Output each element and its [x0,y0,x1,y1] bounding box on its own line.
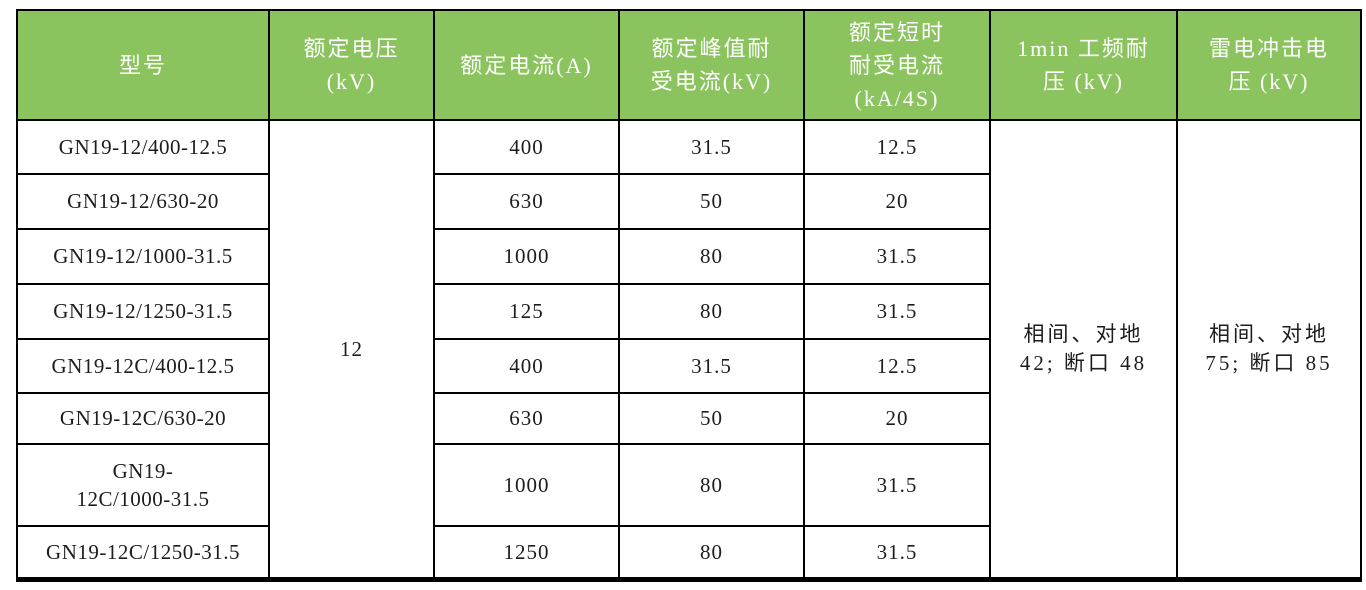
model-cell: GN19-12/1250-31.5 [16,283,270,340]
header-row: 型号 额定电压 (kV) 额定电流(A) 额定峰值耐 受电流(kV) 额定短时 … [16,9,1362,121]
table-row: GN19-12/630-20 630 50 20 [16,173,1361,230]
current-cell: 1000 [433,443,620,527]
header-lightning-impulse: 雷电冲击电 压 (kV) [1176,9,1362,121]
model-cell: GN19-12C/630-20 [16,392,270,445]
lightning-merged-cell: 相间、对地 75; 断口 85 [1176,119,1362,580]
short-time-cell: 31.5 [803,228,991,285]
power-freq-merged-cell: 相间、对地 42; 断口 48 [989,119,1178,580]
short-time-cell: 12.5 [803,119,991,175]
short-time-cell: 31.5 [803,443,991,527]
short-time-cell: 31.5 [803,525,991,580]
short-time-cell: 12.5 [803,338,991,394]
current-cell: 1250 [433,525,620,580]
short-time-cell: 31.5 [803,283,991,340]
table-row: GN19-12/400-12.5 12 400 31.5 12.5 相间、对地 … [16,119,1362,580]
current-cell: 400 [433,119,620,175]
table-row: GN19- 12C/1000-31.5 1000 80 31.5 [16,443,1361,527]
short-time-cell: 20 [803,392,991,445]
model-cell: GN19-12/630-20 [16,173,270,230]
current-cell: 630 [433,173,620,230]
current-cell: 630 [433,392,620,445]
current-cell: 400 [433,338,620,394]
peak-cell: 50 [618,173,805,230]
peak-cell: 80 [618,443,805,527]
peak-cell: 50 [618,392,805,445]
current-cell: 125 [433,283,620,340]
model-cell: GN19-12C/400-12.5 [16,338,270,394]
model-cell: GN19-12/1000-31.5 [16,228,270,285]
current-cell: 1000 [433,228,620,285]
header-power-freq-withstand: 1min 工频耐 压 (kV) [989,9,1178,121]
model-cell: GN19-12/400-12.5 [16,119,270,175]
table-row: GN19-12/1000-31.5 1000 80 31.5 [16,228,1361,285]
peak-cell: 80 [618,283,805,340]
model-cell: GN19- 12C/1000-31.5 [16,443,270,527]
header-model: 型号 [16,9,270,121]
spec-table: 型号 额定电压 (kV) 额定电流(A) 额定峰值耐 受电流(kV) 额定短时 … [16,9,1362,582]
rated-voltage-merged-cell: 12 [268,119,435,580]
table-row: GN19-12C/630-20 630 50 20 [16,392,1361,445]
table-row: GN19-12C/400-12.5 400 31.5 12.5 [16,338,1361,394]
model-cell: GN19-12C/1250-31.5 [16,525,270,580]
header-rated-current: 额定电流(A) [433,9,620,121]
table-row: GN19-12/1250-31.5 125 80 31.5 [16,283,1361,340]
table-row: GN19-12C/1250-31.5 1250 80 31.5 [16,525,1361,580]
peak-cell: 31.5 [618,119,805,175]
peak-cell: 80 [618,228,805,285]
header-rated-voltage: 额定电压 (kV) [268,9,435,121]
short-time-cell: 20 [803,173,991,230]
peak-cell: 80 [618,525,805,580]
header-short-time-withstand: 额定短时 耐受电流 (kA/4S) [803,9,991,121]
header-peak-withstand: 额定峰值耐 受电流(kV) [618,9,805,121]
peak-cell: 31.5 [618,338,805,394]
